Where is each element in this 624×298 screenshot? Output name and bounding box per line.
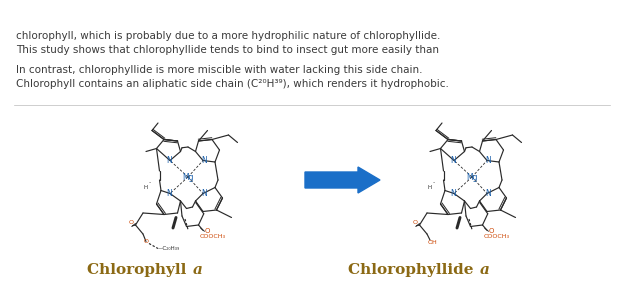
Text: N: N	[450, 189, 456, 198]
Text: a: a	[480, 263, 490, 277]
Text: Mg: Mg	[182, 173, 193, 181]
Text: O: O	[489, 228, 494, 234]
Text: —C₂₀H₃₉: —C₂₀H₃₉	[158, 246, 180, 251]
Text: N: N	[485, 156, 491, 165]
Text: ··: ··	[432, 181, 436, 185]
Text: COOCH₃: COOCH₃	[200, 235, 226, 240]
Text: O: O	[205, 228, 210, 234]
Text: Chlorophyllide: Chlorophyllide	[348, 263, 479, 277]
Text: H: H	[428, 185, 432, 190]
Text: H: H	[144, 185, 148, 190]
Text: COOCH₃: COOCH₃	[484, 235, 510, 240]
Text: Chlorophyll: Chlorophyll	[87, 263, 192, 277]
Text: N: N	[201, 156, 207, 165]
Text: Chlorophyll contains an aliphatic side chain (C²⁰H³⁹), which renders it hydropho: Chlorophyll contains an aliphatic side c…	[16, 79, 449, 89]
Text: N: N	[201, 189, 207, 198]
Text: N: N	[166, 156, 172, 165]
Text: Mg: Mg	[466, 173, 478, 181]
Text: chlorophyll, which is probably due to a more hydrophilic nature of chlorophyllid: chlorophyll, which is probably due to a …	[16, 31, 441, 41]
Text: O: O	[129, 220, 134, 224]
Text: N: N	[450, 156, 456, 165]
Text: ··: ··	[148, 181, 152, 185]
Text: O: O	[144, 239, 149, 244]
Text: This study shows that chlorophyllide tends to bind to insect gut more easily tha: This study shows that chlorophyllide ten…	[16, 45, 439, 55]
FancyArrow shape	[305, 167, 380, 193]
Text: N: N	[485, 189, 491, 198]
Text: OH: OH	[428, 240, 438, 246]
Text: a: a	[193, 263, 203, 277]
Text: N: N	[166, 189, 172, 198]
Text: In contrast, chlorophyllide is more miscible with water lacking this side chain.: In contrast, chlorophyllide is more misc…	[16, 65, 422, 75]
Text: O: O	[412, 220, 417, 224]
